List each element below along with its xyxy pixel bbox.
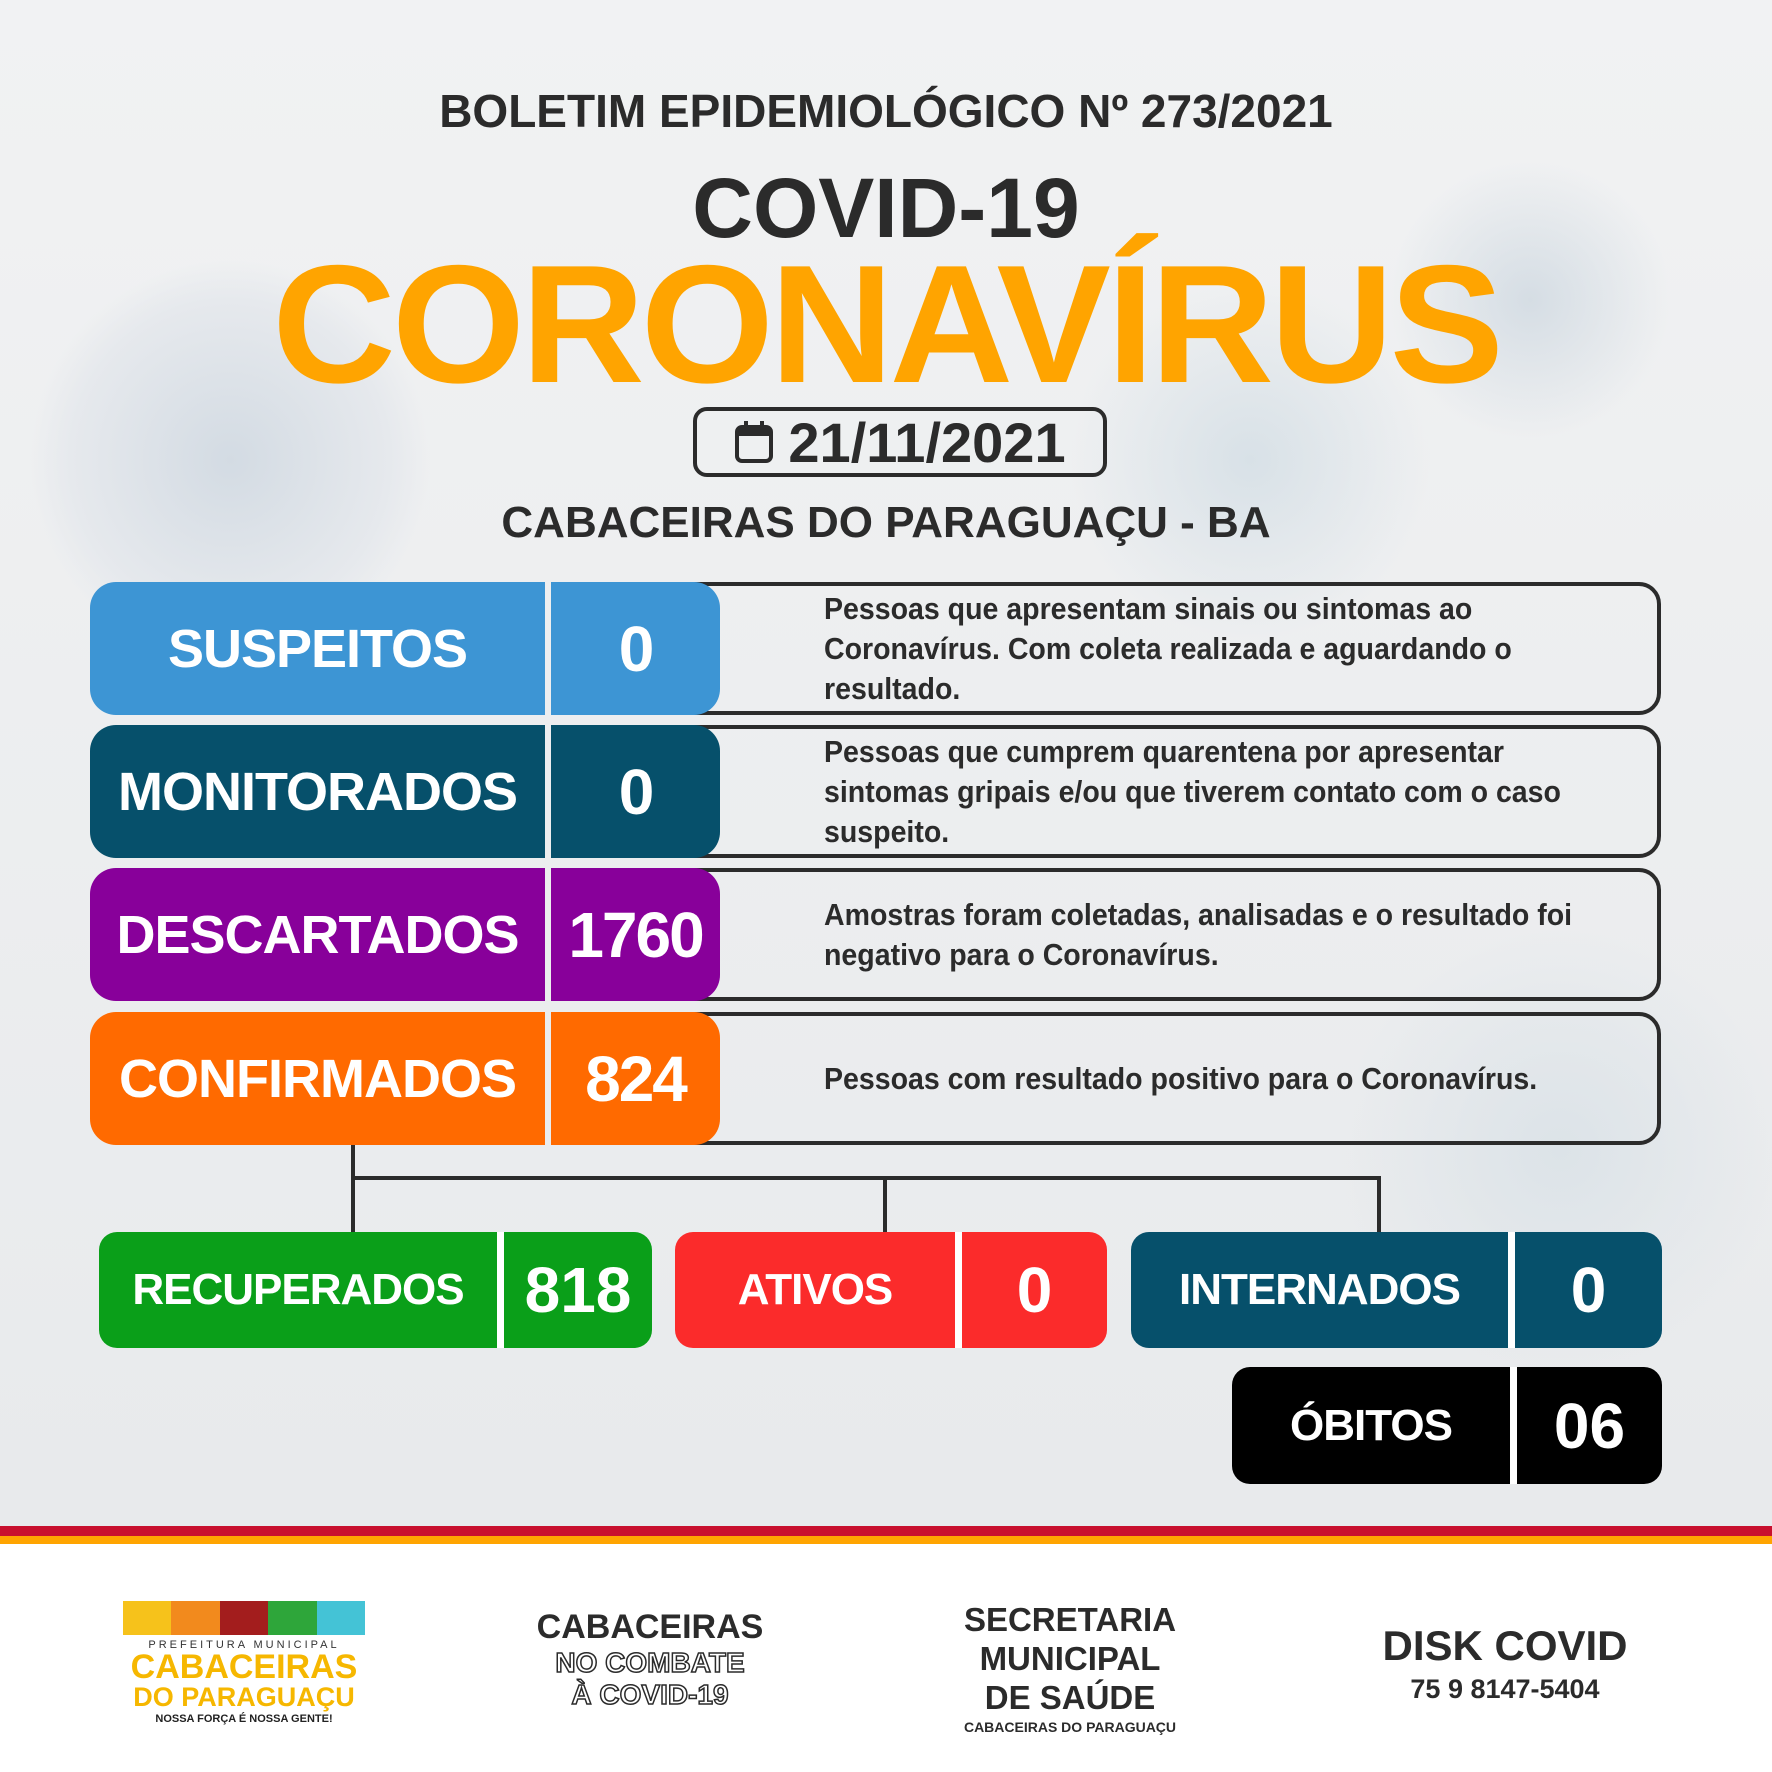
logo-color-band: [123, 1601, 366, 1635]
internados-box: INTERNADOS 0: [1131, 1232, 1662, 1348]
recuperados-box: RECUPERADOS 818: [99, 1232, 652, 1348]
box-value: 818: [524, 1254, 632, 1326]
bulletin-number: BOLETIM EPIDEMIOLÓGICO Nº 273/2021: [439, 85, 1333, 137]
page-title: CORONAVÍRUS: [272, 230, 1504, 418]
row-value: 1760: [551, 868, 720, 1001]
box-value: 0: [1570, 1254, 1607, 1326]
connector-line: [351, 1176, 1381, 1180]
box-label: ÓBITOS: [1290, 1400, 1453, 1450]
row-description: Pessoas que cumprem quarentena por apres…: [824, 733, 1561, 849]
row-descartados: Amostras foram coletadas, analisadas e o…: [90, 868, 1661, 1001]
date-box: 21/11/2021: [693, 407, 1107, 477]
connector-line: [351, 1145, 355, 1233]
calendar-icon: [735, 421, 774, 463]
subtitle: COVID-19: [692, 161, 1080, 255]
obitos-box: ÓBITOS 06: [1232, 1367, 1662, 1484]
row-value: 824: [551, 1012, 720, 1145]
combate-logo: CABACEIRAS NO COMBATE À COVID-19: [536, 1608, 764, 1711]
row-description: Pessoas com resultado positivo para o Co…: [824, 1060, 1538, 1096]
date-text: 21/11/2021: [788, 410, 1066, 474]
row-description: Amostras foram coletadas, analisadas e o…: [824, 896, 1573, 972]
row-value: 0: [551, 582, 720, 715]
connector-line: [1377, 1176, 1381, 1233]
secretaria-logo: SECRETARIA MUNICIPAL DE SAÚDE CABACEIRAS…: [963, 1601, 1177, 1735]
box-value: 06: [1553, 1389, 1626, 1462]
row-confirmados: Pessoas com resultado positivo para o Co…: [90, 1012, 1661, 1145]
footer: PREFEITURA MUNICIPAL CABACEIRAS DO PARAG…: [0, 1544, 1772, 1772]
row-value: 0: [551, 725, 720, 858]
stripe-red: [0, 1526, 1772, 1536]
connector-line: [883, 1176, 887, 1233]
box-label: ATIVOS: [737, 1265, 894, 1314]
box-label: RECUPERADOS: [132, 1265, 464, 1314]
disk-covid-logo: DISK COVID 75 9 8147-5404: [1360, 1622, 1650, 1705]
box-value: 0: [1016, 1254, 1053, 1326]
box-label: INTERNADOS: [1179, 1265, 1461, 1314]
row-monitorados: Pessoas que cumprem quarentena por apres…: [90, 725, 1661, 858]
location: CABACEIRAS DO PARAGUAÇU - BA: [501, 498, 1271, 547]
row-label: CONFIRMADOS: [90, 1012, 545, 1145]
phone-number: 75 9 8147-5404: [1410, 1674, 1600, 1704]
row-label: DESCARTADOS: [90, 868, 545, 1001]
row-label: MONITORADOS: [90, 725, 545, 858]
row-description: Pessoas que apresentam sinais ou sintoma…: [824, 590, 1512, 706]
row-suspeitos: Pessoas que apresentam sinais ou sintoma…: [90, 582, 1661, 715]
prefeitura-logo: PREFEITURA MUNICIPAL CABACEIRAS DO PARAG…: [123, 1601, 366, 1725]
stripe-orange: [0, 1536, 1772, 1545]
ativos-box: ATIVOS 0: [675, 1232, 1107, 1348]
row-label: SUSPEITOS: [90, 582, 545, 715]
